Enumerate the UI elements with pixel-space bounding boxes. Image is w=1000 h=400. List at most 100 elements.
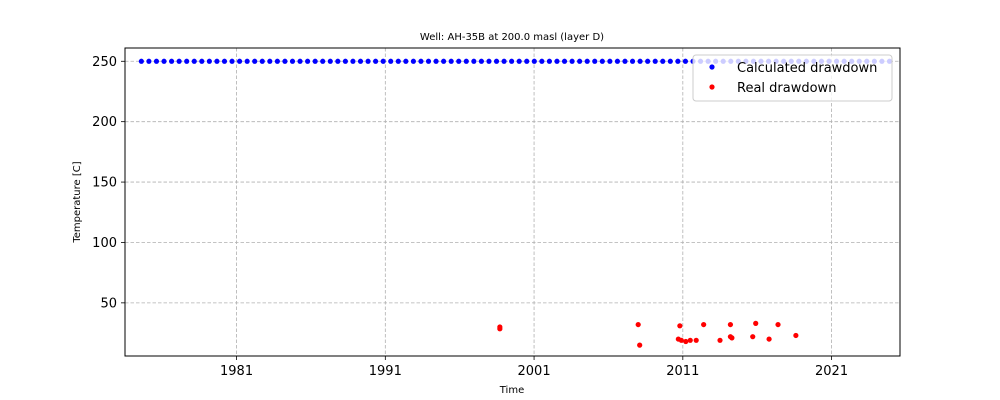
data-point-real-drawdown xyxy=(750,334,756,340)
data-point-calculated-drawdown xyxy=(176,58,182,64)
data-point-real-drawdown xyxy=(727,321,734,328)
legend-label-real-drawdown: Real drawdown xyxy=(737,81,836,96)
data-point-calculated-drawdown xyxy=(312,58,318,64)
data-point-calculated-drawdown xyxy=(501,58,507,64)
data-point-calculated-drawdown xyxy=(463,58,469,64)
data-point-calculated-drawdown xyxy=(357,58,364,64)
data-point-calculated-drawdown xyxy=(441,58,447,64)
data-point-real-drawdown xyxy=(687,337,693,343)
data-point-calculated-drawdown xyxy=(622,58,628,64)
y-tick-label: 200 xyxy=(92,115,117,130)
data-point-calculated-drawdown xyxy=(652,58,658,64)
data-point-calculated-drawdown xyxy=(531,58,537,64)
data-point-calculated-drawdown xyxy=(350,58,356,64)
data-point-calculated-drawdown xyxy=(274,58,280,64)
data-point-real-drawdown xyxy=(701,321,707,328)
data-point-calculated-drawdown xyxy=(252,58,258,64)
data-point-calculated-drawdown xyxy=(682,58,689,64)
data-point-calculated-drawdown xyxy=(305,58,311,64)
legend-marker-real-drawdown xyxy=(709,84,715,90)
data-point-calculated-drawdown xyxy=(629,58,636,64)
legend-label-calculated-drawdown: Calculated drawdown xyxy=(737,61,877,76)
data-point-calculated-drawdown xyxy=(486,58,492,64)
x-tick-label: 1991 xyxy=(369,364,402,379)
data-point-calculated-drawdown xyxy=(236,58,243,64)
data-point-calculated-drawdown xyxy=(471,58,477,64)
data-point-real-drawdown xyxy=(766,336,772,342)
data-point-calculated-drawdown xyxy=(388,58,394,64)
data-point-real-drawdown xyxy=(637,342,643,348)
y-axis-label: Temperature [C] xyxy=(72,161,83,243)
data-point-calculated-drawdown xyxy=(161,58,167,64)
x-tick-label: 2011 xyxy=(666,364,699,379)
data-point-calculated-drawdown xyxy=(554,58,560,64)
data-point-calculated-drawdown xyxy=(191,58,197,64)
x-tick-label: 2001 xyxy=(518,364,551,379)
data-point-calculated-drawdown xyxy=(493,58,500,64)
data-point-calculated-drawdown xyxy=(561,58,568,64)
data-point-real-drawdown xyxy=(729,335,735,341)
data-point-calculated-drawdown xyxy=(448,58,454,64)
data-point-calculated-drawdown xyxy=(667,58,673,64)
data-point-calculated-drawdown xyxy=(335,58,341,64)
data-point-calculated-drawdown xyxy=(244,58,250,64)
legend-marker-calculated-drawdown xyxy=(709,64,715,70)
data-point-calculated-drawdown xyxy=(342,58,348,64)
data-point-calculated-drawdown xyxy=(365,58,371,64)
data-point-real-drawdown xyxy=(793,332,799,339)
data-point-calculated-drawdown xyxy=(569,58,575,64)
data-point-real-drawdown xyxy=(775,321,781,328)
data-point-real-drawdown xyxy=(683,338,689,345)
data-point-calculated-drawdown xyxy=(380,58,386,64)
data-point-calculated-drawdown xyxy=(289,58,296,64)
data-point-real-drawdown xyxy=(693,337,699,343)
data-point-real-drawdown xyxy=(717,337,723,343)
data-point-calculated-drawdown xyxy=(221,58,228,64)
data-point-calculated-drawdown xyxy=(637,58,643,64)
x-tick-label: 1981 xyxy=(220,364,253,379)
data-point-calculated-drawdown xyxy=(614,58,621,64)
series-real-drawdown xyxy=(497,320,799,348)
data-point-calculated-drawdown xyxy=(297,58,303,64)
plot-frame xyxy=(124,47,901,357)
data-point-calculated-drawdown xyxy=(607,58,613,64)
data-point-calculated-drawdown xyxy=(433,58,439,64)
x-axis-label: Time xyxy=(499,385,524,396)
data-point-calculated-drawdown xyxy=(584,58,590,64)
data-point-calculated-drawdown xyxy=(373,58,379,64)
data-point-calculated-drawdown xyxy=(199,58,205,64)
y-tick-label: 100 xyxy=(92,236,117,251)
data-point-calculated-drawdown xyxy=(577,58,583,64)
data-point-real-drawdown xyxy=(677,323,683,329)
data-point-calculated-drawdown xyxy=(146,58,152,64)
data-point-calculated-drawdown xyxy=(282,58,288,64)
x-axis-ticks: 1981 1991 2001 2011 2021 xyxy=(220,356,848,379)
x-tick-label: 2021 xyxy=(815,364,848,379)
y-tick-label: 250 xyxy=(92,55,117,70)
data-point-calculated-drawdown xyxy=(539,58,545,64)
data-point-calculated-drawdown xyxy=(410,58,417,64)
data-point-calculated-drawdown xyxy=(267,58,273,64)
data-point-real-drawdown xyxy=(497,326,503,332)
data-point-calculated-drawdown xyxy=(229,58,235,64)
data-point-calculated-drawdown xyxy=(425,58,432,64)
y-tick-label: 150 xyxy=(92,176,117,191)
data-point-calculated-drawdown xyxy=(456,58,462,64)
legend: Calculated drawdown Real drawdown xyxy=(692,54,893,102)
data-point-calculated-drawdown xyxy=(675,58,681,64)
data-point-calculated-drawdown xyxy=(418,58,424,64)
data-point-calculated-drawdown xyxy=(153,58,160,64)
legend-box xyxy=(692,54,893,102)
data-point-calculated-drawdown xyxy=(524,58,530,64)
data-point-calculated-drawdown xyxy=(660,58,666,64)
data-point-calculated-drawdown xyxy=(592,58,598,64)
data-point-calculated-drawdown xyxy=(509,58,515,64)
data-point-calculated-drawdown xyxy=(395,58,401,64)
data-point-calculated-drawdown xyxy=(259,58,265,64)
data-point-calculated-drawdown xyxy=(320,58,326,64)
data-point-calculated-drawdown xyxy=(546,58,553,64)
data-point-real-drawdown xyxy=(678,337,684,343)
y-tick-label: 50 xyxy=(100,296,117,311)
y-axis-ticks: 50 100 150 200 250 xyxy=(92,55,125,311)
